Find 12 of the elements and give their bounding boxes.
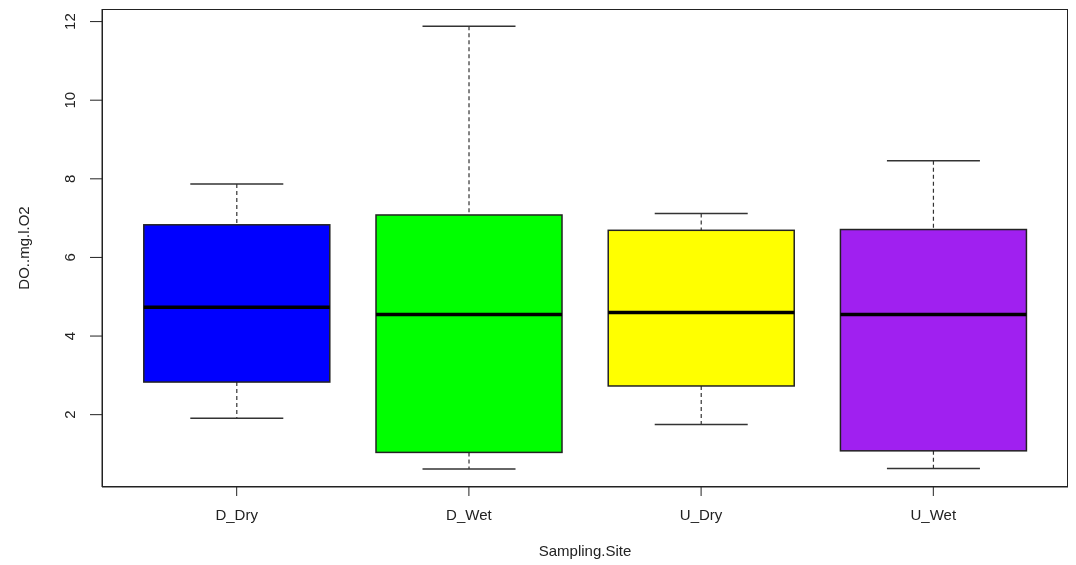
y-tick-label: 6 xyxy=(61,253,78,262)
x-tick-label: D_Dry xyxy=(215,505,259,523)
y-tick-label: 10 xyxy=(61,91,78,109)
x-tick-label: U_Dry xyxy=(679,505,723,523)
y-tick-label: 8 xyxy=(61,174,78,183)
x-axis-title: Sampling.Site xyxy=(538,542,632,559)
x-tick-label: D_Wet xyxy=(446,505,493,523)
y-tick-label: 4 xyxy=(61,331,78,341)
y-tick-label: 2 xyxy=(61,410,78,419)
y-tick-label: 12 xyxy=(61,13,78,30)
y-axis-title: DO..mg.l.O2 xyxy=(15,206,32,290)
x-tick-label: U_Wet xyxy=(910,505,957,523)
